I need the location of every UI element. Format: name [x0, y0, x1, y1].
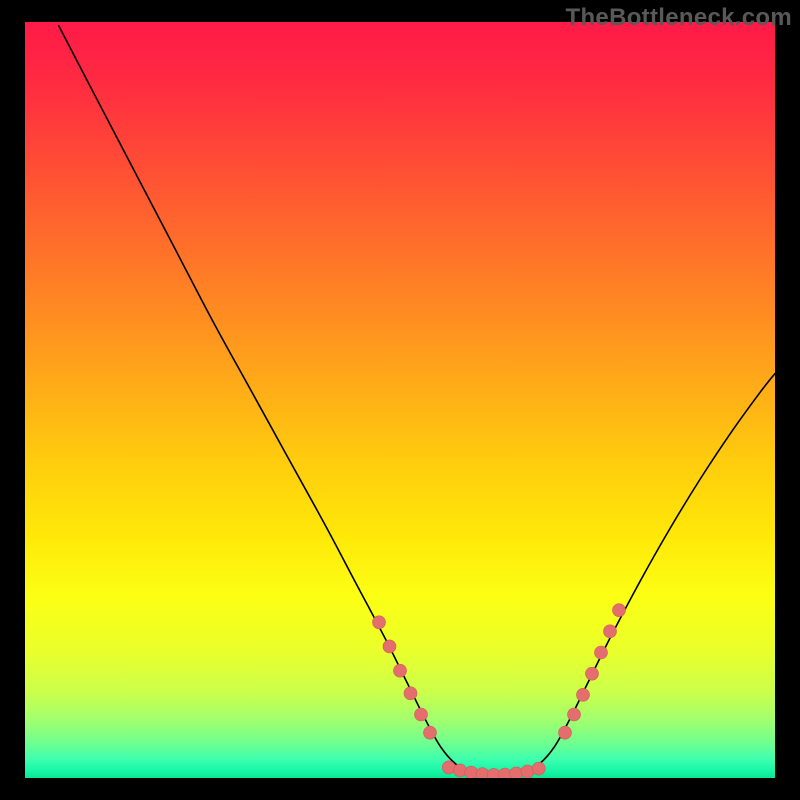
- curve-marker: [442, 761, 455, 774]
- curve-marker: [404, 687, 417, 700]
- chart-svg: [25, 22, 775, 778]
- curve-marker: [415, 708, 428, 721]
- curve-marker: [373, 616, 386, 629]
- curve-marker: [394, 664, 407, 677]
- curve-marker: [595, 646, 608, 659]
- curve-marker: [383, 640, 396, 653]
- curve-marker: [476, 768, 489, 778]
- chart-frame: TheBottleneck.com: [0, 0, 800, 800]
- curve-marker: [424, 726, 437, 739]
- curve-marker: [568, 708, 581, 721]
- curve-marker: [613, 604, 626, 617]
- curve-marker: [465, 766, 478, 778]
- curve-marker: [532, 762, 545, 775]
- curve-marker: [559, 726, 572, 739]
- curve-marker: [521, 765, 534, 778]
- curve-marker: [604, 625, 617, 638]
- curve-marker: [586, 667, 599, 680]
- curve-marker: [454, 764, 467, 777]
- watermark-text: TheBottleneck.com: [566, 4, 792, 32]
- curve-marker: [577, 688, 590, 701]
- plot-area: [25, 22, 775, 778]
